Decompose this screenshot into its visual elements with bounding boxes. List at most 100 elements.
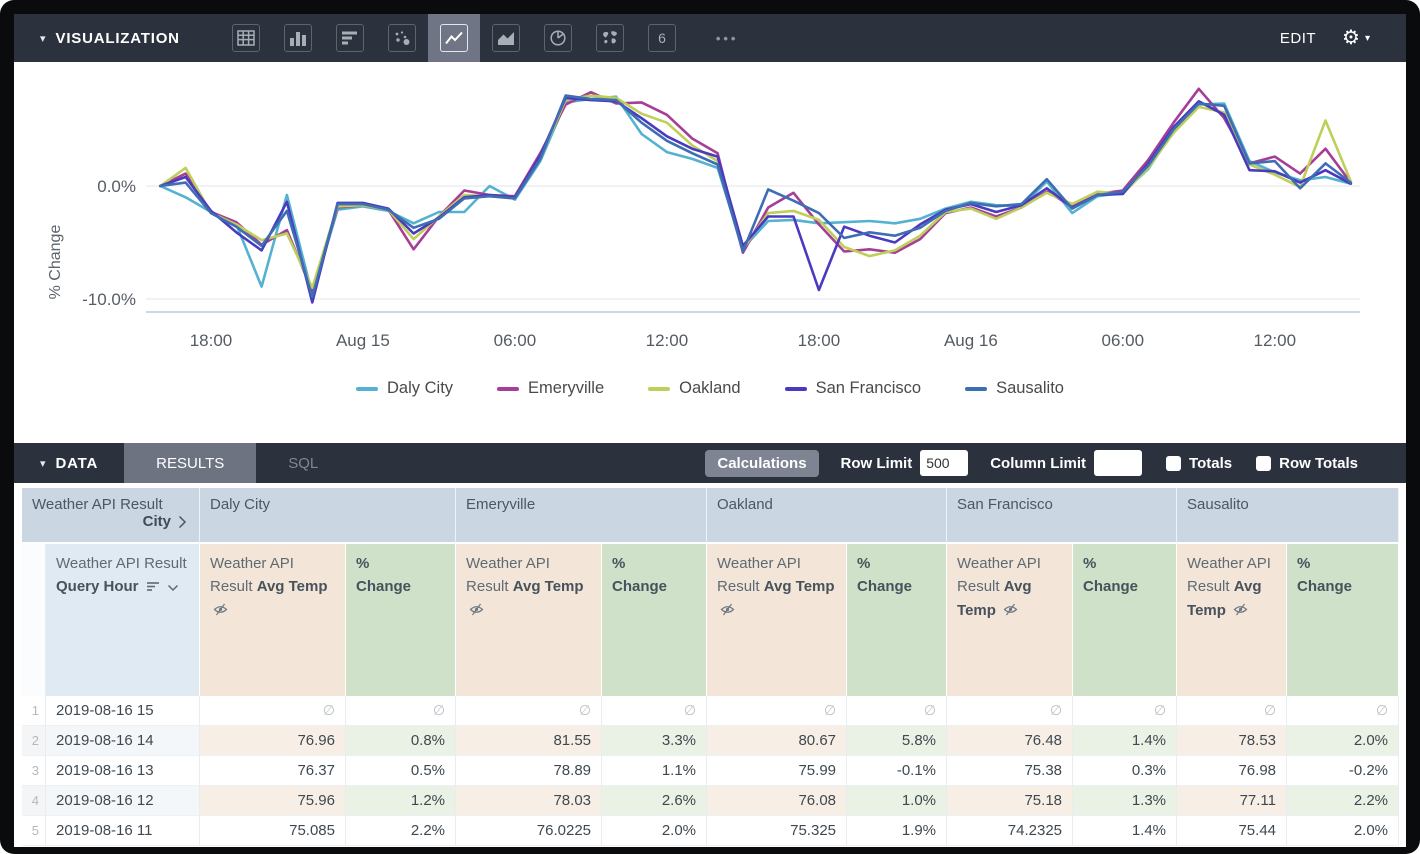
- tab-results[interactable]: RESULTS: [124, 443, 257, 483]
- legend-item-oakland[interactable]: Oakland: [648, 379, 741, 398]
- query-hour-cell[interactable]: 2019-08-16 12: [46, 786, 200, 816]
- legend-item-san-francisco[interactable]: San Francisco: [784, 379, 921, 398]
- pivot-value-emeryville[interactable]: Emeryville: [456, 488, 708, 544]
- pct-change-cell[interactable]: 1.4%: [1073, 816, 1178, 846]
- pivot-value-oakland[interactable]: Oakland: [707, 488, 948, 544]
- map-icon[interactable]: [584, 14, 636, 62]
- pct-change-cell[interactable]: 0.5%: [346, 756, 457, 786]
- avg-temp-cell[interactable]: ∅: [456, 696, 603, 726]
- avg-temp-column-header[interactable]: Weather API Result Avg Temp: [456, 544, 603, 696]
- pct-change-cell[interactable]: 2.0%: [602, 816, 708, 846]
- pivot-value-daly-city[interactable]: Daly City: [200, 488, 457, 544]
- avg-temp-cell[interactable]: 76.48: [947, 726, 1074, 756]
- avg-temp-cell[interactable]: ∅: [200, 696, 346, 726]
- pct-change-cell[interactable]: ∅: [847, 696, 948, 726]
- pct-change-cell[interactable]: -0.1%: [847, 756, 948, 786]
- avg-temp-cell[interactable]: 75.18: [947, 786, 1074, 816]
- pct-change-cell[interactable]: 1.2%: [346, 786, 457, 816]
- pct-change-cell[interactable]: 2.0%: [1287, 816, 1400, 846]
- edit-button[interactable]: EDIT: [1279, 29, 1317, 47]
- pct-change-cell[interactable]: ∅: [346, 696, 457, 726]
- pct-change-cell[interactable]: -0.2%: [1287, 756, 1400, 786]
- pct-change-cell[interactable]: ∅: [602, 696, 708, 726]
- pct-change-cell[interactable]: ∅: [1073, 696, 1178, 726]
- tab-sql[interactable]: SQL: [288, 454, 319, 472]
- column-limit-input[interactable]: [1094, 450, 1143, 476]
- column-chart-icon[interactable]: [272, 14, 324, 62]
- calculations-button[interactable]: Calculations: [705, 449, 819, 477]
- query-hour-column-header[interactable]: Weather API Result Query Hour: [46, 544, 200, 696]
- legend-item-daly-city[interactable]: Daly City: [356, 379, 453, 398]
- legend-item-emeryville[interactable]: Emeryville: [497, 379, 604, 398]
- area-chart-icon[interactable]: [480, 14, 532, 62]
- avg-temp-cell[interactable]: 77.11: [1177, 786, 1288, 816]
- pct-change-column-header[interactable]: % Change: [602, 544, 708, 696]
- avg-temp-column-header[interactable]: Weather API Result Avg Temp: [947, 544, 1074, 696]
- avg-temp-cell[interactable]: 75.44: [1177, 816, 1288, 846]
- query-hour-cell[interactable]: 2019-08-16 13: [46, 756, 200, 786]
- visualization-section-toggle[interactable]: ▾ VISUALIZATION: [14, 30, 180, 47]
- avg-temp-cell[interactable]: 75.085: [200, 816, 346, 846]
- pct-change-cell[interactable]: 1.3%: [1073, 786, 1178, 816]
- avg-temp-cell[interactable]: ∅: [707, 696, 848, 726]
- avg-temp-cell[interactable]: 78.03: [456, 786, 603, 816]
- pct-change-column-header[interactable]: % Change: [1073, 544, 1178, 696]
- pct-change-cell[interactable]: 0.3%: [1073, 756, 1178, 786]
- avg-temp-cell[interactable]: 75.38: [947, 756, 1074, 786]
- pct-change-cell[interactable]: 1.9%: [847, 816, 948, 846]
- pct-change-cell[interactable]: 2.2%: [346, 816, 457, 846]
- more-options-icon[interactable]: •••: [715, 30, 739, 46]
- pivot-dimension-header[interactable]: Weather API Result City: [22, 488, 200, 544]
- avg-temp-cell[interactable]: 75.96: [200, 786, 346, 816]
- data-section-toggle[interactable]: ▾ DATA: [14, 455, 98, 472]
- pie-chart-icon[interactable]: [532, 14, 584, 62]
- line-chart-icon[interactable]: [427, 14, 480, 62]
- pct-change-cell[interactable]: 1.4%: [1073, 726, 1178, 756]
- avg-temp-column-header[interactable]: Weather API Result Avg Temp: [707, 544, 848, 696]
- chevron-down-icon[interactable]: [167, 584, 179, 592]
- pct-change-cell[interactable]: 2.0%: [1287, 726, 1400, 756]
- totals-checkbox[interactable]: [1166, 455, 1182, 471]
- pct-change-cell[interactable]: 2.6%: [602, 786, 708, 816]
- pct-change-cell[interactable]: 2.2%: [1287, 786, 1400, 816]
- pct-change-column-header[interactable]: % Change: [847, 544, 948, 696]
- avg-temp-cell[interactable]: 76.0225: [456, 816, 603, 846]
- avg-temp-cell[interactable]: 78.89: [456, 756, 603, 786]
- scatter-plot-icon[interactable]: [376, 14, 428, 62]
- bar-chart-icon[interactable]: [324, 14, 376, 62]
- single-value-icon[interactable]: 6: [636, 14, 688, 62]
- pct-change-cell[interactable]: ∅: [1287, 696, 1400, 726]
- pct-change-cell[interactable]: 5.8%: [847, 726, 948, 756]
- pivot-value-san-francisco[interactable]: San Francisco: [947, 488, 1178, 544]
- avg-temp-cell[interactable]: ∅: [1177, 696, 1288, 726]
- query-hour-cell[interactable]: 2019-08-16 14: [46, 726, 200, 756]
- table-icon[interactable]: [220, 14, 272, 62]
- avg-temp-cell[interactable]: 74.2325: [947, 816, 1074, 846]
- avg-temp-column-header[interactable]: Weather API Result Avg Temp: [200, 544, 346, 696]
- y-axis-title: % Change: [47, 225, 64, 300]
- avg-temp-cell[interactable]: 81.55: [456, 726, 603, 756]
- avg-temp-cell[interactable]: 80.67: [707, 726, 848, 756]
- avg-temp-cell[interactable]: 76.96: [200, 726, 346, 756]
- pct-change-cell[interactable]: 3.3%: [602, 726, 708, 756]
- avg-temp-cell[interactable]: ∅: [947, 696, 1074, 726]
- avg-temp-cell[interactable]: 75.325: [707, 816, 848, 846]
- pct-change-cell[interactable]: 1.1%: [602, 756, 708, 786]
- pct-change-cell[interactable]: 1.0%: [847, 786, 948, 816]
- avg-temp-cell[interactable]: 78.53: [1177, 726, 1288, 756]
- settings-menu[interactable]: ⚙ ▾: [1342, 28, 1370, 48]
- query-hour-cell[interactable]: 2019-08-16 15: [46, 696, 200, 726]
- avg-temp-cell[interactable]: 76.08: [707, 786, 848, 816]
- pct-change-column-header[interactable]: % Change: [346, 544, 457, 696]
- query-hour-cell[interactable]: 2019-08-16 11: [46, 816, 200, 846]
- avg-temp-cell[interactable]: 76.98: [1177, 756, 1288, 786]
- row-limit-input[interactable]: [920, 450, 969, 476]
- pct-change-cell[interactable]: 0.8%: [346, 726, 457, 756]
- legend-item-sausalito[interactable]: Sausalito: [965, 379, 1064, 398]
- avg-temp-cell[interactable]: 76.37: [200, 756, 346, 786]
- avg-temp-column-header[interactable]: Weather API Result Avg Temp: [1177, 544, 1288, 696]
- avg-temp-cell[interactable]: 75.99: [707, 756, 848, 786]
- pivot-value-sausalito[interactable]: Sausalito: [1177, 488, 1400, 544]
- row-totals-checkbox[interactable]: [1256, 455, 1272, 471]
- pct-change-column-header[interactable]: % Change: [1287, 544, 1400, 696]
